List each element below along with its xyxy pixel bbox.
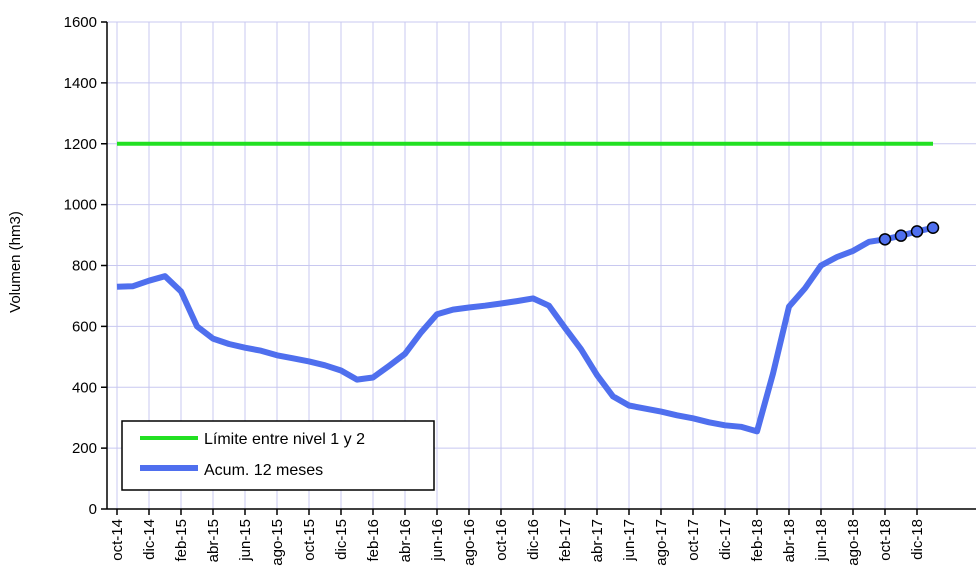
series-line-1 xyxy=(116,224,934,435)
data-point-marker xyxy=(926,221,940,235)
x-tick-label: ago-16 xyxy=(461,519,478,566)
x-tick-label: abr-18 xyxy=(781,519,798,562)
legend-box xyxy=(121,420,435,491)
x-tick-label: jun-16 xyxy=(429,519,446,562)
legend: Límite entre nivel 1 y 2 Acum. 12 meses xyxy=(121,420,435,491)
y-tick-labels: 0 200 400 600 800 1000 1200 1400 1600 xyxy=(64,14,97,518)
x-tick-label: ago-18 xyxy=(845,519,862,566)
x-tick-label: abr-15 xyxy=(205,519,222,562)
x-tick-label: dic-17 xyxy=(717,519,734,560)
x-tick-label: abr-16 xyxy=(397,519,414,562)
x-tick-label: abr-17 xyxy=(589,519,606,562)
x-tick-label: dic-18 xyxy=(909,519,926,560)
y-tick-label: 0 xyxy=(89,501,97,518)
data-point-marker xyxy=(894,229,908,242)
legend-label-limit: Límite entre nivel 1 y 2 xyxy=(204,431,365,448)
x-tick-label: feb-17 xyxy=(557,519,574,562)
gridlines xyxy=(107,21,976,510)
x-tick-label: oct-17 xyxy=(685,519,702,561)
y-tick-label: 600 xyxy=(72,318,97,335)
y-tick-label: 1000 xyxy=(64,197,97,214)
x-tick-label: jun-17 xyxy=(621,519,638,562)
x-tick-label: oct-15 xyxy=(301,519,318,561)
x-tick-label: oct-16 xyxy=(493,519,510,561)
y-tick-label: 1400 xyxy=(64,75,97,92)
x-tick-label: ago-17 xyxy=(653,519,670,566)
data-point-marker xyxy=(910,225,924,238)
series-markers xyxy=(878,221,940,246)
x-tick-label: dic-16 xyxy=(525,519,542,560)
x-tick-label: feb-16 xyxy=(365,519,382,562)
x-tick-label: feb-18 xyxy=(749,519,766,562)
y-tick-label: 1600 xyxy=(64,14,97,31)
x-tick-labels: oct-14 dic-14 feb-15 abr-15 jun-15 ago-15 oct-… xyxy=(109,519,926,566)
x-tick-label: ago-15 xyxy=(269,519,286,566)
y-axis-label: Volumen (hm3) xyxy=(7,211,24,313)
series-lines xyxy=(116,141,934,435)
x-tick-label: dic-14 xyxy=(141,519,158,560)
y-tick-label: 1200 xyxy=(64,136,97,153)
legend-label-acum: Acum. 12 meses xyxy=(204,462,323,479)
x-tick-label: jun-18 xyxy=(813,519,830,562)
y-tick-label: 200 xyxy=(72,440,97,457)
x-tick-label: jun-15 xyxy=(237,519,254,562)
x-tick-label: dic-15 xyxy=(333,519,350,560)
axes xyxy=(101,21,976,515)
x-tick-label: feb-15 xyxy=(173,519,190,562)
y-tick-label: 400 xyxy=(72,379,97,396)
x-tick-label: oct-18 xyxy=(877,519,894,561)
data-point-marker xyxy=(878,233,892,246)
x-tick-label: oct-14 xyxy=(109,519,126,561)
y-tick-label: 800 xyxy=(72,258,97,275)
